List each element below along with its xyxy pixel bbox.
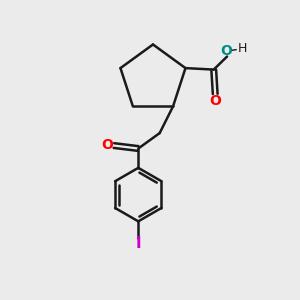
Text: O: O	[209, 94, 221, 107]
Text: H: H	[237, 42, 247, 55]
Text: O: O	[101, 138, 113, 152]
Text: O: O	[220, 44, 232, 58]
Text: I: I	[136, 236, 141, 251]
